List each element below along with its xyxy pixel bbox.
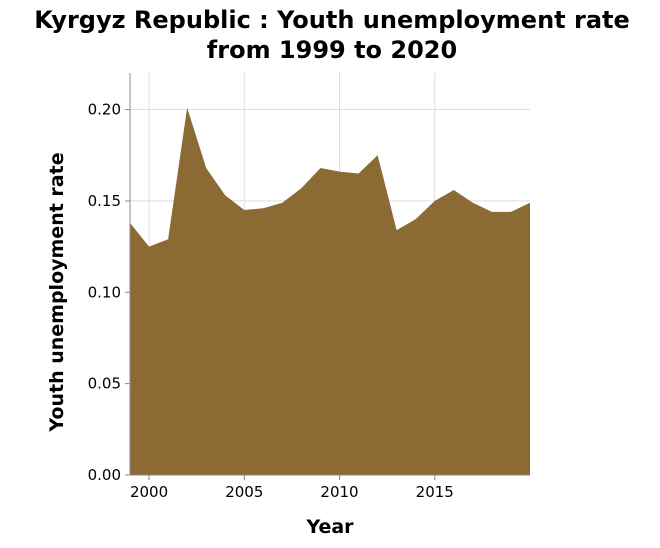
- y-tick-label: 0.10: [88, 283, 121, 301]
- y-tick-label: 0.15: [88, 192, 121, 210]
- tick-labels: 2000 2005 2010 2015 0.00 0.05 0.10 0.15 0.20: [88, 101, 454, 501]
- y-tick-label: 0.20: [88, 101, 121, 119]
- x-tick-label: 2005: [225, 483, 263, 501]
- x-tick-label: 2000: [130, 483, 168, 501]
- axes: [129, 73, 530, 476]
- x-tick-label: 2010: [320, 483, 358, 501]
- x-tick-label: 2015: [416, 483, 454, 501]
- y-tick-label: 0.00: [88, 466, 121, 484]
- x-axis-label: Year: [305, 516, 354, 538]
- y-axis-label: Youth unemployment rate: [46, 152, 68, 432]
- chart-title-line-1: Kyrgyz Republic : Youth unemployment rat…: [34, 6, 630, 34]
- y-tick-label: 0.05: [88, 375, 121, 393]
- series-area: [130, 107, 530, 475]
- chart-title-line-2: from 1999 to 2020: [207, 36, 457, 64]
